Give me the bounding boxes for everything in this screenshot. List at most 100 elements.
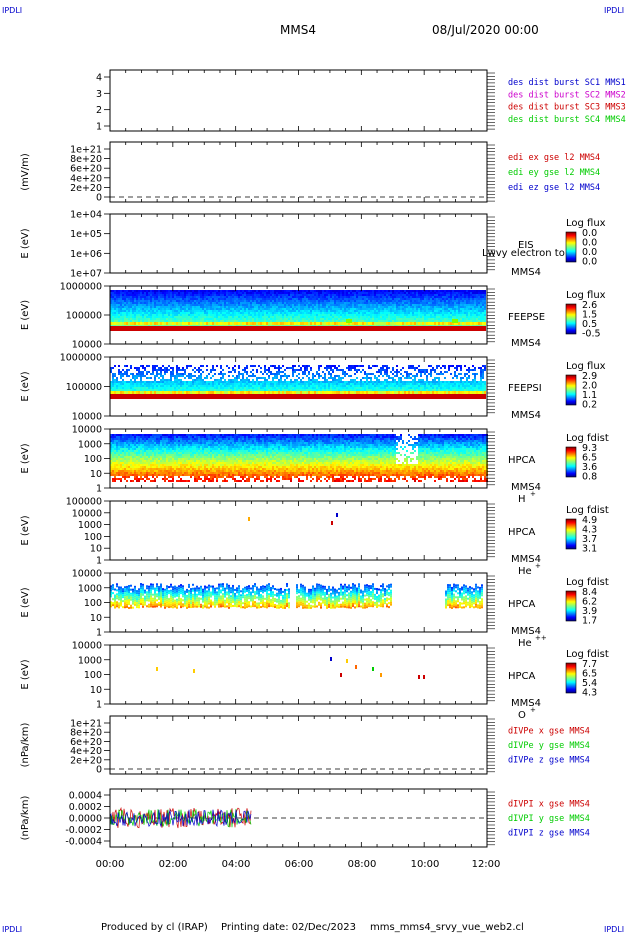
spectrogram-cell xyxy=(228,290,230,292)
spectrogram-cell xyxy=(460,304,462,306)
spectrogram-cell xyxy=(404,294,406,296)
spectrogram-cell xyxy=(396,312,398,314)
spectrogram-cell xyxy=(258,306,260,308)
spectrogram-cell xyxy=(218,310,220,312)
spectrogram-cell xyxy=(160,292,162,294)
spectrogram-cell xyxy=(226,383,228,385)
spectrogram-cell xyxy=(254,316,256,318)
spectrogram-cell xyxy=(114,316,116,318)
spectrogram-cell xyxy=(336,302,338,304)
spectrogram-cell xyxy=(282,314,284,316)
spectrogram-cell xyxy=(160,369,162,371)
spectrogram-cell xyxy=(174,304,176,306)
spectrogram-cell xyxy=(150,306,152,308)
spectrogram-cell xyxy=(130,365,132,367)
spectrogram-cell xyxy=(332,314,334,316)
spectrogram-cell xyxy=(384,300,386,302)
spectrogram-cell xyxy=(188,314,190,316)
spectrogram-cell xyxy=(168,379,170,381)
spectrogram-cell xyxy=(366,298,368,300)
spectrogram-cell xyxy=(244,326,246,331)
spectrogram-cell xyxy=(122,385,124,387)
panel-frame xyxy=(109,69,488,132)
spectrogram-cell xyxy=(430,310,432,312)
spectrogram-cell xyxy=(440,316,442,318)
spectrogram-cell xyxy=(444,296,446,298)
spectrogram-cell xyxy=(428,304,430,306)
spectrogram-cell xyxy=(190,292,192,294)
spectrogram-cell xyxy=(262,312,264,314)
spectrogram-cell xyxy=(358,314,360,316)
spectrogram-cell xyxy=(238,290,240,292)
spectrogram-cell xyxy=(194,306,196,308)
spectrogram-cell xyxy=(132,385,134,387)
spectrogram-cell xyxy=(132,320,134,322)
spectrogram-cell xyxy=(460,310,462,312)
spectrogram-cell xyxy=(298,320,300,322)
spectrogram-cell xyxy=(456,312,458,314)
spectrogram-cell xyxy=(314,294,316,296)
spectrogram-cell xyxy=(316,308,318,310)
spectrogram-cell xyxy=(352,326,354,331)
spectrogram-cell xyxy=(424,318,426,320)
spectrogram-cell xyxy=(208,302,210,304)
spectrogram-cell xyxy=(394,314,396,316)
spectrogram-cell xyxy=(232,318,234,320)
spectrogram-cell xyxy=(342,302,344,304)
spectrogram-cell xyxy=(124,385,126,387)
spectrogram-cell xyxy=(170,322,172,325)
spectrogram-cell xyxy=(294,292,296,294)
spectrogram-cell xyxy=(146,312,148,314)
spectrogram-cell xyxy=(176,389,178,391)
spectrogram-cell xyxy=(256,304,258,306)
spectrogram-cell xyxy=(294,300,296,302)
spectrogram-cell xyxy=(168,292,170,294)
spectrogram-cell xyxy=(142,308,144,310)
spectrogram-cell xyxy=(192,383,194,385)
spectrogram-cell xyxy=(144,367,146,369)
spectrogram-cell xyxy=(178,383,180,385)
spectrogram-cell xyxy=(456,296,458,298)
spectrogram-cell xyxy=(442,316,444,318)
spectrogram-cell xyxy=(256,292,258,294)
spectrogram-cell xyxy=(138,320,140,322)
spectrogram-cell xyxy=(296,306,298,308)
spectrogram-cell xyxy=(110,381,112,383)
spectrogram-cell xyxy=(140,296,142,298)
spectrogram-cell xyxy=(118,298,120,300)
spectrogram-cell xyxy=(456,304,458,306)
spectrogram-cell xyxy=(384,320,386,322)
spectrogram-cell xyxy=(294,310,296,312)
spectrogram-cell xyxy=(478,304,480,306)
spectrogram-cell xyxy=(308,308,310,310)
spectrogram-cell xyxy=(232,300,234,302)
spectrogram-cell xyxy=(292,320,294,322)
spectrogram-cell xyxy=(412,304,414,306)
spectrogram-cell xyxy=(370,298,372,300)
spectrogram-cell xyxy=(156,312,158,314)
spectrogram-cell xyxy=(352,290,354,292)
spectrogram-cell xyxy=(202,312,204,314)
spectrogram-cell xyxy=(288,322,290,325)
spectrogram-cell xyxy=(190,373,192,375)
spectrogram-cell xyxy=(310,298,312,300)
spectrogram-cell xyxy=(130,383,132,385)
spectrogram-cell xyxy=(394,322,396,325)
spectrogram-cell xyxy=(370,316,372,318)
spectrogram-cell xyxy=(326,306,328,308)
spectrogram-cell xyxy=(404,304,406,306)
spectrogram-cell xyxy=(212,381,214,383)
y-tick-label: 1e+06 xyxy=(70,249,102,260)
spectrogram-cell xyxy=(146,314,148,316)
spectrogram-cell xyxy=(118,385,120,387)
spectrogram-cell xyxy=(174,296,176,298)
spectrogram-cell xyxy=(432,298,434,300)
spectrogram-cell xyxy=(222,290,224,292)
spectrogram-cell xyxy=(248,320,250,322)
spectrogram-cell xyxy=(398,302,400,304)
spectrogram-cell xyxy=(424,314,426,316)
spectrogram-cell xyxy=(170,312,172,314)
spectrogram-cell xyxy=(124,318,126,320)
spectrogram-cell xyxy=(374,316,376,318)
spectrogram-cell xyxy=(242,296,244,298)
